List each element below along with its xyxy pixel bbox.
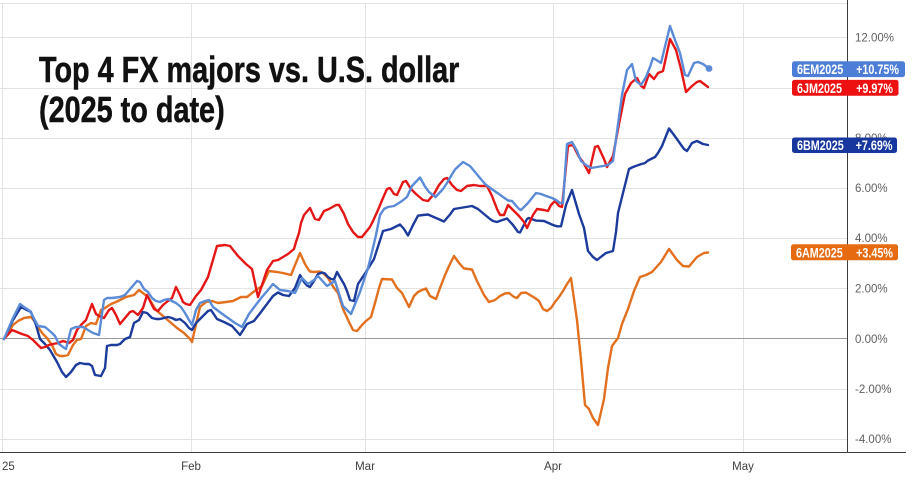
svg-text:May: May <box>732 461 754 473</box>
svg-text:6JM2025: 6JM2025 <box>797 81 842 96</box>
svg-text:+3.45%: +3.45% <box>856 245 893 260</box>
svg-text:Feb: Feb <box>181 461 201 473</box>
svg-text:Mar: Mar <box>355 461 375 473</box>
svg-text:6AM2025: 6AM2025 <box>796 245 843 260</box>
svg-text:+7.69%: +7.69% <box>856 138 893 153</box>
svg-text:6.00%: 6.00% <box>855 183 888 195</box>
svg-text:2.00%: 2.00% <box>855 284 888 296</box>
svg-text:12.00%: 12.00% <box>855 33 894 45</box>
svg-text:0.00%: 0.00% <box>855 334 888 346</box>
svg-text:+10.75%: +10.75% <box>856 62 899 77</box>
svg-text:-4.00%: -4.00% <box>855 434 891 446</box>
svg-text:4.00%: 4.00% <box>855 233 888 245</box>
svg-text:-2.00%: -2.00% <box>855 384 891 396</box>
svg-text:Apr: Apr <box>544 461 562 473</box>
svg-text:6EM2025: 6EM2025 <box>797 62 843 77</box>
svg-text:25: 25 <box>2 461 15 473</box>
svg-text:6BM2025: 6BM2025 <box>797 138 844 153</box>
svg-text:+9.97%: +9.97% <box>856 81 893 96</box>
